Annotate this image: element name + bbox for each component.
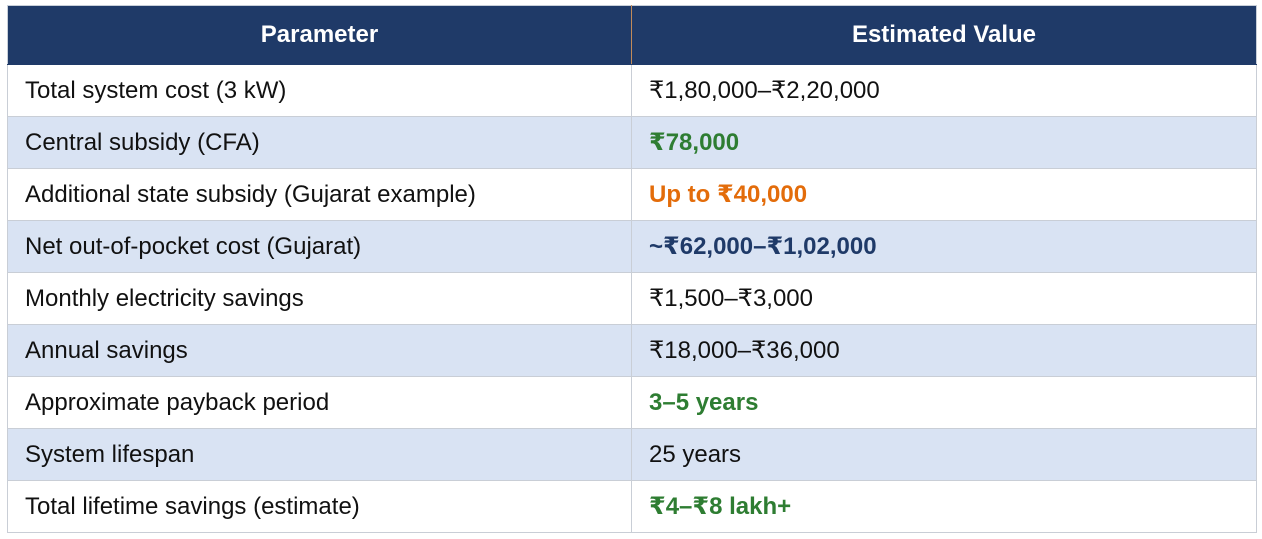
parameter-cell: Additional state subsidy (Gujarat exampl… (7, 168, 632, 221)
table-row: Total lifetime savings (estimate) ₹4–₹8 … (7, 480, 1257, 533)
table-row: System lifespan 25 years (7, 428, 1257, 481)
parameter-cell: Monthly electricity savings (7, 272, 632, 325)
header-estimated-value: Estimated Value (631, 5, 1257, 65)
table-row: Net out-of-pocket cost (Gujarat) ~₹62,00… (7, 220, 1257, 273)
value-cell: 3–5 years (631, 376, 1257, 429)
parameter-cell: Total system cost (3 kW) (7, 64, 632, 117)
table-row: Total system cost (3 kW) ₹1,80,000–₹2,20… (7, 64, 1257, 117)
value-cell: ₹78,000 (631, 116, 1257, 169)
table-row: Annual savings ₹18,000–₹36,000 (7, 324, 1257, 377)
parameter-cell: Central subsidy (CFA) (7, 116, 632, 169)
parameter-cell: System lifespan (7, 428, 632, 481)
value-cell: 25 years (631, 428, 1257, 481)
table-row: Monthly electricity savings ₹1,500–₹3,00… (7, 272, 1257, 325)
value-cell: ₹1,80,000–₹2,20,000 (631, 64, 1257, 117)
value-cell: Up to ₹40,000 (631, 168, 1257, 221)
cost-table-container: Parameter Estimated Value Total system c… (7, 5, 1257, 533)
cost-table: Parameter Estimated Value Total system c… (7, 5, 1257, 533)
parameter-cell: Net out-of-pocket cost (Gujarat) (7, 220, 632, 273)
value-cell: ₹1,500–₹3,000 (631, 272, 1257, 325)
value-cell: ₹18,000–₹36,000 (631, 324, 1257, 377)
table-row: Additional state subsidy (Gujarat exampl… (7, 168, 1257, 221)
table-row: Approximate payback period 3–5 years (7, 376, 1257, 429)
parameter-cell: Annual savings (7, 324, 632, 377)
parameter-cell: Total lifetime savings (estimate) (7, 480, 632, 533)
header-row: Parameter Estimated Value (7, 5, 1257, 65)
value-cell: ~₹62,000–₹1,02,000 (631, 220, 1257, 273)
value-cell: ₹4–₹8 lakh+ (631, 480, 1257, 533)
parameter-cell: Approximate payback period (7, 376, 632, 429)
table-row: Central subsidy (CFA) ₹78,000 (7, 116, 1257, 169)
header-parameter: Parameter (7, 5, 632, 65)
